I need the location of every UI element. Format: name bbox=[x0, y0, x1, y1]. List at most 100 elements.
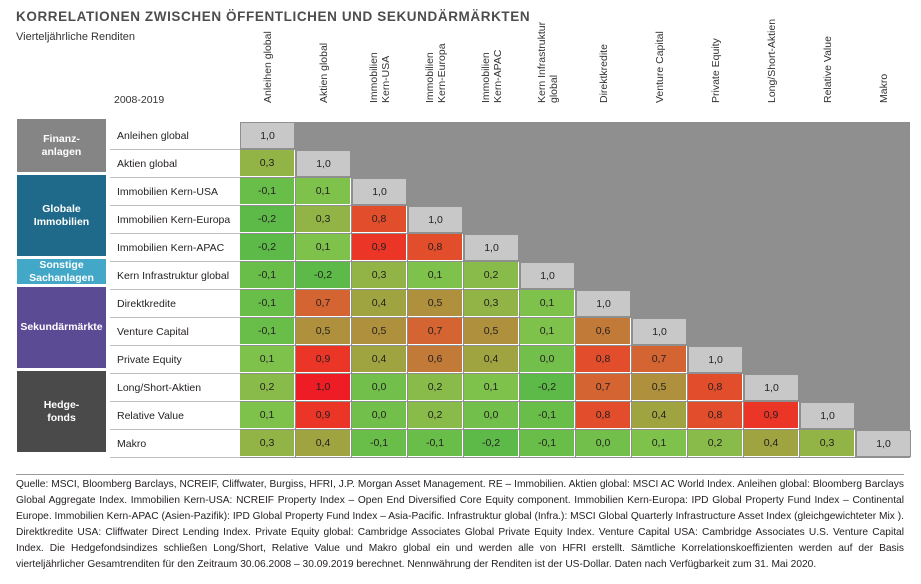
correlation-cell: 0,2 bbox=[464, 262, 519, 289]
correlation-cell: 0,5 bbox=[352, 318, 407, 345]
correlation-cell: 0,8 bbox=[408, 234, 463, 261]
correlation-cell: 0,0 bbox=[352, 374, 407, 401]
correlation-cell: 0,2 bbox=[408, 374, 463, 401]
correlation-cell: 0,9 bbox=[744, 402, 799, 429]
correlation-cell: 0,1 bbox=[240, 402, 295, 429]
column-header-label: Makro bbox=[878, 73, 890, 103]
correlation-cell: 1,0 bbox=[296, 374, 351, 401]
correlation-cell: 0,2 bbox=[240, 374, 295, 401]
correlation-cell: 0,0 bbox=[352, 402, 407, 429]
correlation-cell: 0,5 bbox=[464, 318, 519, 345]
row-label: Anleihen global bbox=[117, 130, 189, 142]
diagonal-cell: 1,0 bbox=[520, 262, 575, 289]
correlation-cell: 0,5 bbox=[408, 290, 463, 317]
diagonal-cell: 1,0 bbox=[296, 150, 351, 177]
correlation-cell: 0,7 bbox=[576, 374, 631, 401]
source-note: Quelle: MSCI, Bloomberg Barclays, NCREIF… bbox=[16, 474, 904, 573]
correlation-cell: 0,4 bbox=[464, 346, 519, 373]
correlation-cell: -0,1 bbox=[520, 430, 575, 457]
correlation-cell: 0,0 bbox=[464, 402, 519, 429]
correlation-cell: 0,2 bbox=[408, 402, 463, 429]
row-divider bbox=[110, 289, 240, 290]
row-divider bbox=[110, 373, 240, 374]
correlation-cell: -0,2 bbox=[240, 206, 295, 233]
row-label: Relative Value bbox=[117, 410, 184, 422]
diagonal-cell: 1,0 bbox=[800, 402, 855, 429]
correlation-cell: 0,1 bbox=[632, 430, 687, 457]
diagonal-cell: 1,0 bbox=[688, 346, 743, 373]
correlation-cell: 0,3 bbox=[800, 430, 855, 457]
column-header-label: Kern Infrastruktur global bbox=[536, 21, 560, 103]
diagonal-cell: 1,0 bbox=[576, 290, 631, 317]
column-header-label: Aktien global bbox=[318, 42, 330, 103]
row-divider bbox=[110, 205, 240, 206]
row-label: Immobilien Kern-USA bbox=[117, 186, 218, 198]
correlation-cell: 0,8 bbox=[688, 374, 743, 401]
correlation-cell: 0,4 bbox=[632, 402, 687, 429]
column-header-label: Direktkredite bbox=[598, 44, 610, 103]
correlation-cell: 0,1 bbox=[464, 374, 519, 401]
correlation-cell: 0,9 bbox=[352, 234, 407, 261]
correlation-cell: 0,3 bbox=[240, 430, 295, 457]
correlation-cell: 0,2 bbox=[688, 430, 743, 457]
correlation-cell: -0,2 bbox=[520, 374, 575, 401]
column-header-label: Immobilien Kern-APAC bbox=[480, 49, 504, 104]
diagonal-cell: 1,0 bbox=[856, 430, 911, 457]
correlation-cell: 0,4 bbox=[352, 346, 407, 373]
column-header-label: Relative Value bbox=[822, 36, 834, 103]
diagonal-cell: 1,0 bbox=[240, 122, 295, 149]
row-label: Kern Infrastruktur global bbox=[117, 270, 230, 282]
correlation-cell: 0,3 bbox=[352, 262, 407, 289]
row-divider bbox=[110, 401, 240, 402]
column-header-label: Venture Capital bbox=[654, 31, 666, 103]
correlation-cell: -0,1 bbox=[352, 430, 407, 457]
correlation-cell: 0,1 bbox=[408, 262, 463, 289]
correlation-cell: 0,8 bbox=[352, 206, 407, 233]
correlation-cell: 0,1 bbox=[296, 178, 351, 205]
row-label: Long/Short-Aktien bbox=[117, 382, 202, 394]
diagonal-cell: 1,0 bbox=[632, 318, 687, 345]
correlation-cell: 0,8 bbox=[576, 346, 631, 373]
column-header-label: Private Equity bbox=[710, 38, 722, 103]
correlation-cell: 0,6 bbox=[576, 318, 631, 345]
correlation-cell: 0,7 bbox=[632, 346, 687, 373]
column-header-label: Long/Short-Aktien bbox=[766, 18, 778, 103]
correlation-cell: 0,4 bbox=[352, 290, 407, 317]
correlation-cell: 0,9 bbox=[296, 346, 351, 373]
correlation-cell: -0,1 bbox=[408, 430, 463, 457]
correlation-cell: -0,1 bbox=[240, 290, 295, 317]
correlation-cell: -0,1 bbox=[240, 318, 295, 345]
row-group-label: Globale Immobilien bbox=[17, 175, 106, 256]
correlation-cell: 0,8 bbox=[576, 402, 631, 429]
row-divider bbox=[110, 345, 240, 346]
diagonal-cell: 1,0 bbox=[744, 374, 799, 401]
row-divider bbox=[110, 317, 240, 318]
row-divider bbox=[110, 261, 240, 262]
correlation-cell: 0,6 bbox=[408, 346, 463, 373]
correlation-cell: 0,7 bbox=[296, 290, 351, 317]
row-divider bbox=[110, 177, 240, 178]
column-header-label: Anleihen global bbox=[262, 31, 274, 103]
correlation-cell: 0,9 bbox=[296, 402, 351, 429]
row-divider bbox=[110, 149, 240, 150]
correlation-cell: 0,1 bbox=[520, 290, 575, 317]
row-group-label: Sekundärmärkte bbox=[17, 287, 106, 368]
diagonal-cell: 1,0 bbox=[464, 234, 519, 261]
correlation-cell: 0,0 bbox=[576, 430, 631, 457]
correlation-cell: 0,4 bbox=[296, 430, 351, 457]
row-label: Aktien global bbox=[117, 158, 178, 170]
chart-subtitle: Vierteljährliche Renditen bbox=[16, 31, 136, 43]
correlation-cell: 0,1 bbox=[520, 318, 575, 345]
correlation-cell: -0,2 bbox=[240, 234, 295, 261]
row-divider bbox=[110, 457, 240, 458]
column-header-label: Immobilien Kern-Europa bbox=[424, 43, 448, 103]
correlation-cell: 0,3 bbox=[464, 290, 519, 317]
correlation-cell: -0,1 bbox=[240, 178, 295, 205]
row-label: Immobilien Kern-Europa bbox=[117, 214, 231, 226]
row-group-label: Finanz- anlagen bbox=[17, 119, 106, 172]
row-label: Immobilien Kern-APAC bbox=[117, 242, 225, 254]
correlation-cell: -0,1 bbox=[520, 402, 575, 429]
correlation-cell: 0,8 bbox=[688, 402, 743, 429]
row-label: Makro bbox=[117, 438, 147, 450]
correlation-cell: 0,5 bbox=[296, 318, 351, 345]
